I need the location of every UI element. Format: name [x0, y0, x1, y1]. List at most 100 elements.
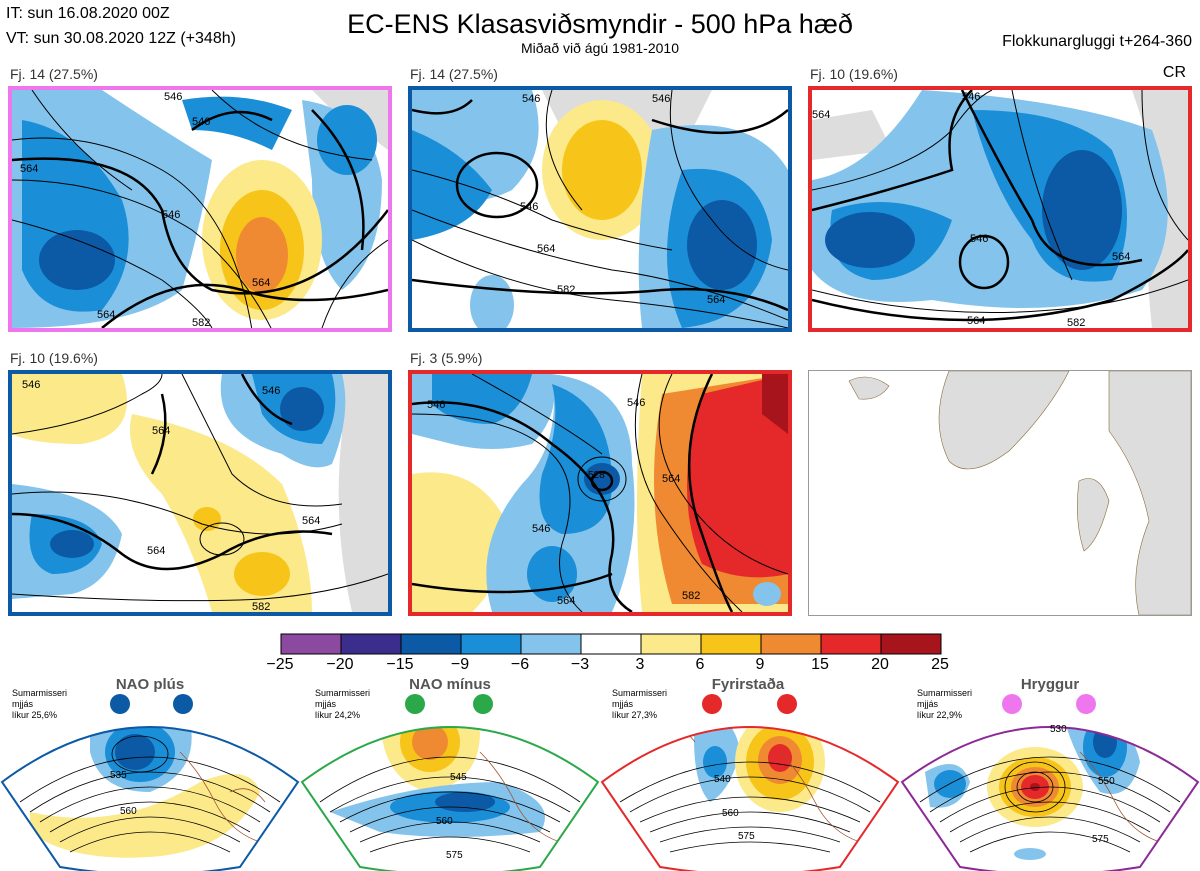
contour-label: 564 — [20, 163, 38, 175]
regime-3-season: Sumarmisseri — [612, 688, 668, 698]
colorbar-swatch — [880, 633, 942, 655]
classification-window: Flokkunargluggi t+264-360 — [1002, 33, 1192, 50]
colorbar-swatch — [640, 633, 702, 655]
colorbar-swatch — [820, 633, 882, 655]
valid-time: VT: sun 30.08.2020 12Z (+348h) — [6, 30, 236, 47]
regime-1-probability: líkur 25,6% — [12, 710, 58, 720]
cluster-map-1: 546 546 564 564 546 564 582 — [8, 86, 392, 332]
colorbar — [280, 633, 942, 655]
colorbar-label: −20 — [326, 656, 354, 673]
regime-4-name: Hryggur — [1020, 676, 1080, 693]
contour-label: 564 — [252, 277, 270, 289]
cluster-map-5: 546 546 528 564 546 564 582 — [408, 370, 792, 616]
regime-3-name: Fyrirstaða — [711, 676, 785, 693]
regime-2-name: NAO mínus — [409, 676, 491, 693]
contour-label: 582 — [557, 284, 575, 296]
colorbar-label: −3 — [570, 656, 590, 673]
contour-label: 582 — [1067, 317, 1085, 328]
colorbar-swatch — [280, 633, 342, 655]
contour-label: 564 — [147, 545, 165, 557]
contour-label: 564 — [152, 425, 170, 437]
regime-contour-label: 575 — [446, 850, 463, 861]
regime-3-mean: mjjás — [612, 699, 634, 709]
contour-label: 564 — [967, 315, 985, 327]
regime-contour-label: 530 — [1050, 724, 1067, 735]
contour-label: 546 — [520, 201, 538, 213]
contour-label: 582 — [682, 590, 700, 602]
colorbar-label: −6 — [510, 656, 530, 673]
contour-label: 582 — [252, 601, 270, 612]
regime-4-mean: mjjás — [917, 699, 939, 709]
panel-1-caption: Fj. 14 (27.5%) — [10, 66, 98, 82]
panel-5-caption: Fj. 3 (5.9%) — [410, 350, 483, 366]
empty-basemap — [808, 370, 1192, 616]
regime-2-season: Sumarmisseri — [315, 688, 371, 698]
colorbar-swatch — [700, 633, 762, 655]
panel-2-caption: Fj. 14 (27.5%) — [410, 66, 498, 82]
colorbar-label: 3 — [635, 656, 645, 673]
contour-label: 546 — [970, 233, 988, 245]
regime-3-map: 540 560 575 — [600, 692, 900, 871]
colorbar-swatch — [460, 633, 522, 655]
regime-1-name: NAO plús — [115, 676, 185, 693]
regime-2-mean: mjjás — [315, 699, 337, 709]
contour-label: 546 — [427, 399, 445, 411]
colorbar-label: 25 — [931, 656, 949, 673]
contour-label: 546 — [164, 91, 182, 103]
regime-1-season: Sumarmisseri — [12, 688, 68, 698]
contour-label: 528 — [588, 470, 605, 481]
contour-label: 564 — [1112, 251, 1130, 263]
regime-2-map: 545 560 575 — [300, 692, 600, 871]
contour-label: 564 — [812, 109, 830, 121]
cr-label: CR — [1162, 64, 1186, 81]
contour-label: 546 — [22, 379, 40, 391]
colorbar-swatches — [280, 633, 942, 655]
regime-4-map: 530 550 575 — [900, 692, 1200, 871]
regime-4-probability: líkur 22,9% — [917, 710, 963, 720]
panel-4-caption: Fj. 10 (19.6%) — [10, 350, 98, 366]
regime-contour-label: 575 — [738, 831, 755, 842]
regime-contour-label: 535 — [110, 770, 127, 781]
cluster-map-2: 546 546 546 564 582 564 — [408, 86, 792, 332]
contour-label: 546 — [162, 209, 180, 221]
contour-label: 564 — [537, 243, 555, 255]
colorbar-label: −15 — [386, 656, 414, 673]
regime-4-season: Sumarmisseri — [917, 688, 973, 698]
regime-2-probability: líkur 24,2% — [315, 710, 361, 720]
cluster-map-4: 546 546 564 564 564 582 — [8, 370, 392, 616]
contour-label: 546 — [532, 523, 550, 535]
contour-label: 546 — [962, 91, 980, 103]
regime-contour-label: 560 — [436, 816, 453, 827]
colorbar-swatch — [400, 633, 462, 655]
panel-3-caption: Fj. 10 (19.6%) — [810, 66, 898, 82]
contour-label: 546 — [262, 385, 280, 397]
regime-1-map: 535 560 — [0, 692, 300, 871]
colorbar-swatch — [520, 633, 582, 655]
colorbar-swatch — [760, 633, 822, 655]
page-subtitle: Miðað við ágú 1981-2010 — [520, 40, 679, 56]
regime-contour-label: 540 — [714, 774, 731, 785]
regime-contour-label: 545 — [450, 772, 467, 783]
colorbar-label: 15 — [811, 656, 829, 673]
regime-1-mean: mjjás — [12, 699, 34, 709]
contour-label: 564 — [302, 515, 320, 527]
colorbar-label: 9 — [755, 656, 765, 673]
colorbar-label: −25 — [266, 656, 294, 673]
contour-label: 546 — [627, 397, 645, 409]
contour-label: 546 — [652, 93, 670, 105]
contour-label: 564 — [707, 294, 725, 306]
colorbar-swatch — [340, 633, 402, 655]
contour-label: 564 — [557, 595, 575, 607]
colorbar-label: 20 — [871, 656, 889, 673]
regime-contour-label: 550 — [1098, 776, 1115, 787]
colorbar-label: 6 — [695, 656, 705, 673]
contour-label: 546 — [522, 93, 540, 105]
contour-label: 564 — [97, 309, 115, 321]
regime-3-probability: líkur 27,3% — [612, 710, 658, 720]
regime-contour-label: 560 — [722, 808, 739, 819]
contour-label: 582 — [192, 317, 210, 328]
contour-label: 546 — [192, 116, 210, 128]
regime-contour-label: 575 — [1092, 834, 1109, 845]
contour-label: 564 — [662, 473, 680, 485]
cluster-map-3: 564 546 546 564 564 582 — [808, 86, 1192, 332]
